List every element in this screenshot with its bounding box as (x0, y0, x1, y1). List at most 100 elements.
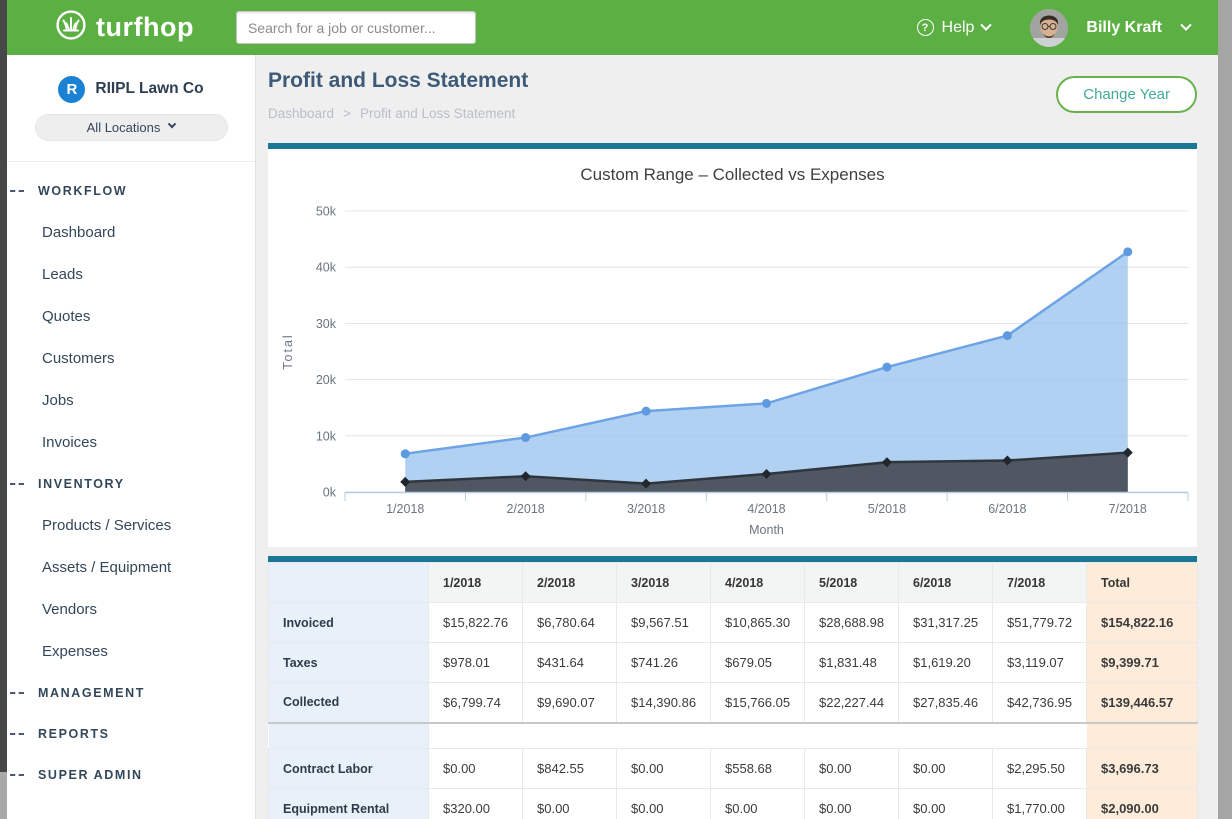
cell-value (711, 723, 805, 749)
location-selector-value: All Locations (87, 120, 161, 135)
user-avatar[interactable] (1030, 9, 1068, 47)
cell-value: $9,567.51 (617, 603, 711, 643)
svg-text:Total: Total (281, 333, 295, 369)
cell-value: $15,822.76 (429, 603, 523, 643)
svg-text:Month: Month (749, 523, 784, 537)
cell-value: $51,779.72 (993, 603, 1087, 643)
cell-total: $2,090.00 (1087, 789, 1198, 819)
cell-value: $842.55 (523, 749, 617, 789)
sidebar-item-jobs[interactable]: Jobs (7, 379, 255, 421)
sidebar-section-management[interactable]: MANAGEMENT (7, 672, 255, 713)
header-total: Total (1087, 563, 1198, 603)
sidebar-nav: WORKFLOWDashboardLeadsQuotesCustomersJob… (7, 162, 255, 795)
svg-text:1/2018: 1/2018 (386, 502, 424, 516)
dashes-icon (10, 190, 24, 192)
cell-value: $6,780.64 (523, 603, 617, 643)
header-2-2018: 2/2018 (523, 563, 617, 603)
header-row-label (269, 563, 429, 603)
svg-text:5/2018: 5/2018 (868, 502, 906, 516)
sidebar-item-quotes[interactable]: Quotes (7, 295, 255, 337)
turfhop-grass-icon (55, 9, 87, 46)
breadcrumb-dashboard[interactable]: Dashboard (268, 106, 334, 121)
cell-value: $0.00 (617, 749, 711, 789)
logo-text: turfhop (96, 12, 194, 43)
breadcrumb-current: Profit and Loss Statement (360, 106, 515, 121)
location-selector[interactable]: All Locations (35, 114, 228, 141)
cell-total: $9,399.71 (1087, 643, 1198, 683)
sidebar-scrollbar-thumb[interactable] (0, 0, 7, 772)
sidebar-item-customers[interactable]: Customers (7, 337, 255, 379)
change-year-button[interactable]: Change Year (1056, 76, 1197, 113)
help-menu[interactable]: ? Help (917, 19, 991, 37)
cell-value: $42,736.95 (993, 683, 1087, 723)
table-row-invoiced: Invoiced$15,822.76$6,780.64$9,567.51$10,… (269, 603, 1198, 643)
sidebar-item-invoices[interactable]: Invoices (7, 421, 255, 463)
header-1-2018: 1/2018 (429, 563, 523, 603)
sidebar-item-expenses[interactable]: Expenses (7, 630, 255, 672)
user-name[interactable]: Billy Kraft (1086, 19, 1162, 37)
sidebar-section-label: SUPER ADMIN (38, 768, 143, 782)
cell-value: $1,619.20 (899, 643, 993, 683)
svg-text:3/2018: 3/2018 (627, 502, 665, 516)
cell-value: $0.00 (805, 789, 899, 819)
svg-text:2/2018: 2/2018 (507, 502, 545, 516)
sidebar-item-leads[interactable]: Leads (7, 253, 255, 295)
cell-value: $1,831.48 (805, 643, 899, 683)
company-name: RIIPL Lawn Co (95, 80, 203, 98)
row-label (269, 723, 429, 749)
sidebar-section-label: INVENTORY (38, 477, 125, 491)
table-row-equipment-rental: Equipment Rental$320.00$0.00$0.00$0.00$0… (269, 789, 1198, 819)
app-logo[interactable]: turfhop (55, 9, 194, 46)
sidebar-scrollbar-track[interactable] (0, 0, 7, 819)
chevron-down-icon (168, 120, 176, 128)
page-scrollbar-track[interactable] (1218, 0, 1232, 819)
svg-text:20k: 20k (316, 373, 337, 387)
sidebar-item-vendors[interactable]: Vendors (7, 588, 255, 630)
sidebar-section-inventory[interactable]: INVENTORY (7, 463, 255, 504)
svg-text:50k: 50k (316, 205, 337, 219)
cell-value: $741.26 (617, 643, 711, 683)
breadcrumb: Dashboard > Profit and Loss Statement (268, 106, 515, 121)
cell-value: $0.00 (617, 789, 711, 819)
table-header-row: 1/20182/20183/20184/20185/20186/20187/20… (269, 563, 1198, 603)
header-3-2018: 3/2018 (617, 563, 711, 603)
chart-card: Custom Range – Collected vs Expenses 0k1… (268, 143, 1197, 547)
sidebar-section-reports[interactable]: REPORTS (7, 713, 255, 754)
cell-value: $14,390.86 (617, 683, 711, 723)
dashes-icon (10, 483, 24, 485)
sidebar-section-workflow[interactable]: WORKFLOW (7, 170, 255, 211)
cell-value: $15,766.05 (711, 683, 805, 723)
row-label: Taxes (269, 643, 429, 683)
sidebar-item-assets-equipment[interactable]: Assets / Equipment (7, 546, 255, 588)
dashes-icon (10, 733, 24, 735)
cell-value (805, 723, 899, 749)
help-label: Help (942, 19, 975, 37)
cell-value: $6,799.74 (429, 683, 523, 723)
cell-value: $679.05 (711, 643, 805, 683)
pnl-table-card: 1/20182/20183/20184/20185/20186/20187/20… (268, 556, 1197, 819)
company-selector[interactable]: R RIIPL Lawn Co (58, 76, 203, 103)
help-icon: ? (917, 19, 934, 36)
main-content: Profit and Loss Statement Dashboard > Pr… (256, 55, 1218, 819)
search-input[interactable] (236, 11, 476, 44)
svg-text:30k: 30k (316, 317, 337, 331)
cell-value (993, 723, 1087, 749)
cell-value: $9,690.07 (523, 683, 617, 723)
table-row-taxes: Taxes$978.01$431.64$741.26$679.05$1,831.… (269, 643, 1198, 683)
svg-text:4/2018: 4/2018 (747, 502, 785, 516)
sidebar-item-dashboard[interactable]: Dashboard (7, 211, 255, 253)
header-6-2018: 6/2018 (899, 563, 993, 603)
breadcrumb-separator: > (343, 106, 351, 121)
page-title: Profit and Loss Statement (268, 69, 528, 93)
table-row-collected: Collected$6,799.74$9,690.07$14,390.86$15… (269, 683, 1198, 723)
sidebar-section-super-admin[interactable]: SUPER ADMIN (7, 754, 255, 795)
row-label: Contract Labor (269, 749, 429, 789)
cell-value: $0.00 (899, 749, 993, 789)
cell-value: $22,227.44 (805, 683, 899, 723)
topbar: turfhop ? Help Billy Kraft (7, 0, 1218, 55)
cell-value (617, 723, 711, 749)
chevron-down-icon (981, 19, 992, 30)
cell-value: $0.00 (711, 789, 805, 819)
dashes-icon (10, 692, 24, 694)
sidebar-item-products-services[interactable]: Products / Services (7, 504, 255, 546)
